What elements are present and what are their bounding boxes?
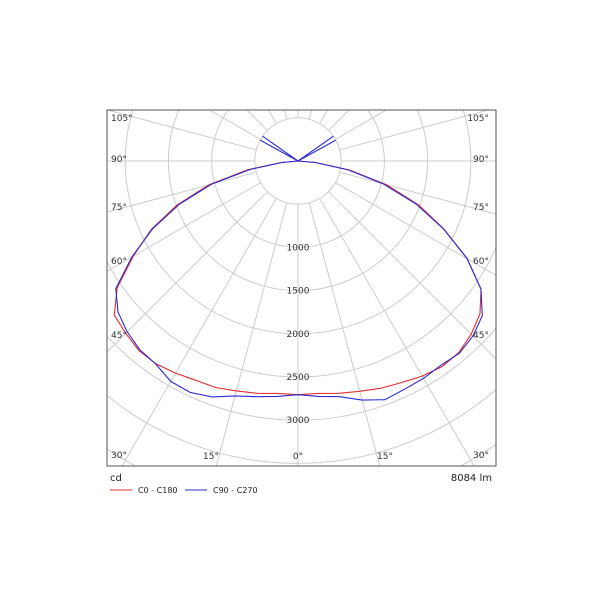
angle-tick-label-right: 90° bbox=[473, 155, 489, 165]
angle-tick-label-left: 75° bbox=[111, 203, 127, 213]
angle-tick-label-bottom: 15° bbox=[203, 452, 219, 462]
angle-tick-label-left: 90° bbox=[111, 155, 127, 165]
radial-tick-label: 3000 bbox=[287, 416, 310, 426]
grid-spoke bbox=[107, 182, 261, 272]
grid-spoke bbox=[339, 171, 496, 215]
series-spike bbox=[297, 135, 337, 162]
angle-tick-label-left: 105° bbox=[111, 114, 133, 124]
grid-spoke bbox=[107, 191, 268, 353]
grid-circle bbox=[107, 388, 496, 464]
radial-tick-label: 1500 bbox=[287, 287, 310, 297]
angle-tick-label-left: 45° bbox=[111, 331, 127, 341]
grid-spoke bbox=[267, 110, 277, 124]
grid-spoke bbox=[319, 198, 475, 466]
legend-label-c0-c180: C0 - C180 bbox=[138, 486, 178, 495]
flux-label: 8084 lm bbox=[451, 473, 492, 484]
grid-spoke bbox=[283, 110, 288, 120]
grid-spoke bbox=[339, 110, 491, 151]
angle-tick-label-bottom: 0° bbox=[293, 452, 303, 462]
grid-spoke bbox=[121, 198, 277, 466]
grid-spoke bbox=[328, 110, 350, 131]
series-curve-1 bbox=[115, 160, 483, 401]
grid-spoke bbox=[319, 110, 329, 124]
radial-tick-label: 2500 bbox=[287, 373, 310, 383]
grid-circle bbox=[0, 0, 600, 550]
series-spike bbox=[259, 135, 299, 162]
intensity-curves bbox=[113, 135, 483, 401]
angle-tick-label-left: 60° bbox=[111, 257, 127, 267]
angle-tick-label-right: 30° bbox=[473, 451, 489, 461]
grid-spoke bbox=[308, 202, 381, 466]
grid-spoke bbox=[328, 191, 496, 360]
grid-spoke bbox=[107, 171, 257, 213]
plot-frame bbox=[106, 109, 497, 467]
legend: C0 - C180 C90 - C270 bbox=[110, 486, 258, 495]
axis-labels: 1000 1500 2000 2500 3000 105° 90° 75° 60° 45° 30° 1… bbox=[111, 114, 489, 462]
grid-spoke bbox=[308, 110, 313, 120]
angle-tick-label-right: 60° bbox=[473, 257, 489, 267]
angle-tick-label-right: 45° bbox=[473, 331, 489, 341]
grid-spoke bbox=[335, 182, 496, 276]
grid-spoke bbox=[107, 110, 257, 151]
angle-tick-label-left: 30° bbox=[111, 451, 127, 461]
angle-tick-label-bottom: 15° bbox=[377, 452, 393, 462]
radial-tick-label: 2000 bbox=[287, 330, 310, 340]
unit-label: cd bbox=[110, 473, 122, 484]
radial-tick-label: 1000 bbox=[287, 243, 310, 253]
angle-tick-label-right: 75° bbox=[473, 203, 489, 213]
angle-tick-label-right: 105° bbox=[467, 114, 489, 124]
legend-label-c90-c270: C90 - C270 bbox=[213, 486, 258, 495]
